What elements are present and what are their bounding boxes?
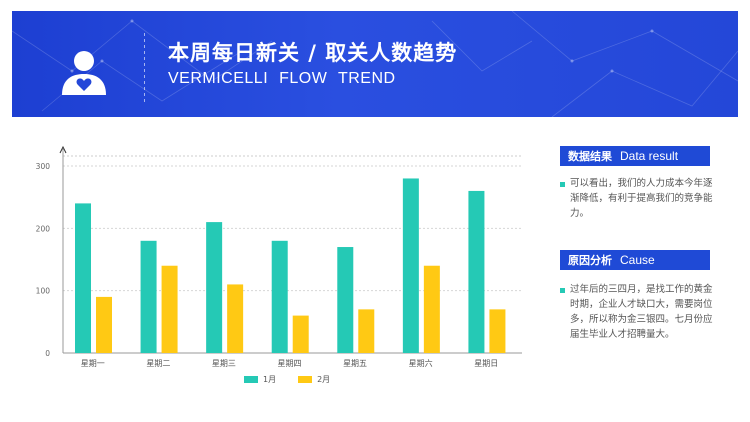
user-heart-icon xyxy=(62,51,106,95)
page-subtitle: VERMICELLI FLOW TREND xyxy=(168,70,396,87)
cause-heading: 原因分析 Cause xyxy=(560,250,710,270)
cause-text: 过年后的三四月，是找工作的黄金时期，企业人才缺口大，需要岗位多，所以称为金三银四… xyxy=(570,284,713,340)
y-tick-label-300: 300 xyxy=(36,162,51,171)
cause-bullet xyxy=(560,288,565,293)
bar-series-1-3 xyxy=(271,240,288,353)
data-result-text: 可以看出，我们的人力成本今年逐渐降低，有利于提高我们的竞争能力。 xyxy=(570,178,713,219)
cause-title-en: Cause xyxy=(620,253,655,267)
legend-item-series-2: 2月 xyxy=(298,374,330,385)
x-tick-label-3: 星期四 xyxy=(278,359,302,368)
legend-item-series-1: 1月 xyxy=(244,374,276,385)
data-result-title-en: Data result xyxy=(620,149,679,163)
x-tick-label-6: 星期日 xyxy=(474,359,498,368)
bar-series-1-2 xyxy=(206,222,223,353)
y-tick-label-200: 200 xyxy=(36,224,51,233)
cause-title-cn: 原因分析 xyxy=(568,254,612,267)
legend-label-series-2: 2月 xyxy=(317,375,331,384)
x-tick-label-2: 星期三 xyxy=(212,359,236,368)
y-tick-label-0: 0 xyxy=(45,349,50,358)
x-tick-label-4: 星期五 xyxy=(343,359,367,368)
x-tick-label-1: 星期二 xyxy=(146,359,170,368)
bar-series-2-5 xyxy=(423,265,440,353)
legend-swatch-series-1 xyxy=(244,376,258,383)
chart-legend: 1月 2月 xyxy=(244,374,330,385)
legend-swatch-series-2 xyxy=(298,376,313,383)
header-banner: 本周每日新关 / 取关人数趋势 VERMICELLI FLOW TREND xyxy=(12,11,738,117)
bar-series-1-5 xyxy=(402,178,419,353)
bar-series-1-6 xyxy=(468,190,485,353)
data-result-title-cn: 数据结果 xyxy=(568,150,612,163)
page-title: 本周每日新关 / 取关人数趋势 xyxy=(168,41,458,65)
x-tick-label-0: 星期一 xyxy=(81,359,105,368)
bar-series-2-3 xyxy=(292,315,309,353)
x-tick-label-5: 星期六 xyxy=(409,358,433,368)
bar-series-2-6 xyxy=(489,309,506,353)
bar-series-1-0 xyxy=(75,203,91,353)
bar-series-2-2 xyxy=(227,284,244,353)
data-result-bullet xyxy=(560,182,565,187)
data-result-heading: 数据结果 Data result xyxy=(560,146,710,166)
bar-series-2-0 xyxy=(96,296,112,353)
bar-series-2-1 xyxy=(161,265,178,353)
bar-series-2-4 xyxy=(358,309,375,353)
bar-series-1-4 xyxy=(337,247,354,353)
y-tick-label-100: 100 xyxy=(36,287,51,296)
legend-label-series-1: 1月 xyxy=(263,375,277,384)
header-divider xyxy=(144,33,145,105)
y-axis-arrow-icon xyxy=(59,145,67,154)
bar-series-1-1 xyxy=(140,240,157,353)
